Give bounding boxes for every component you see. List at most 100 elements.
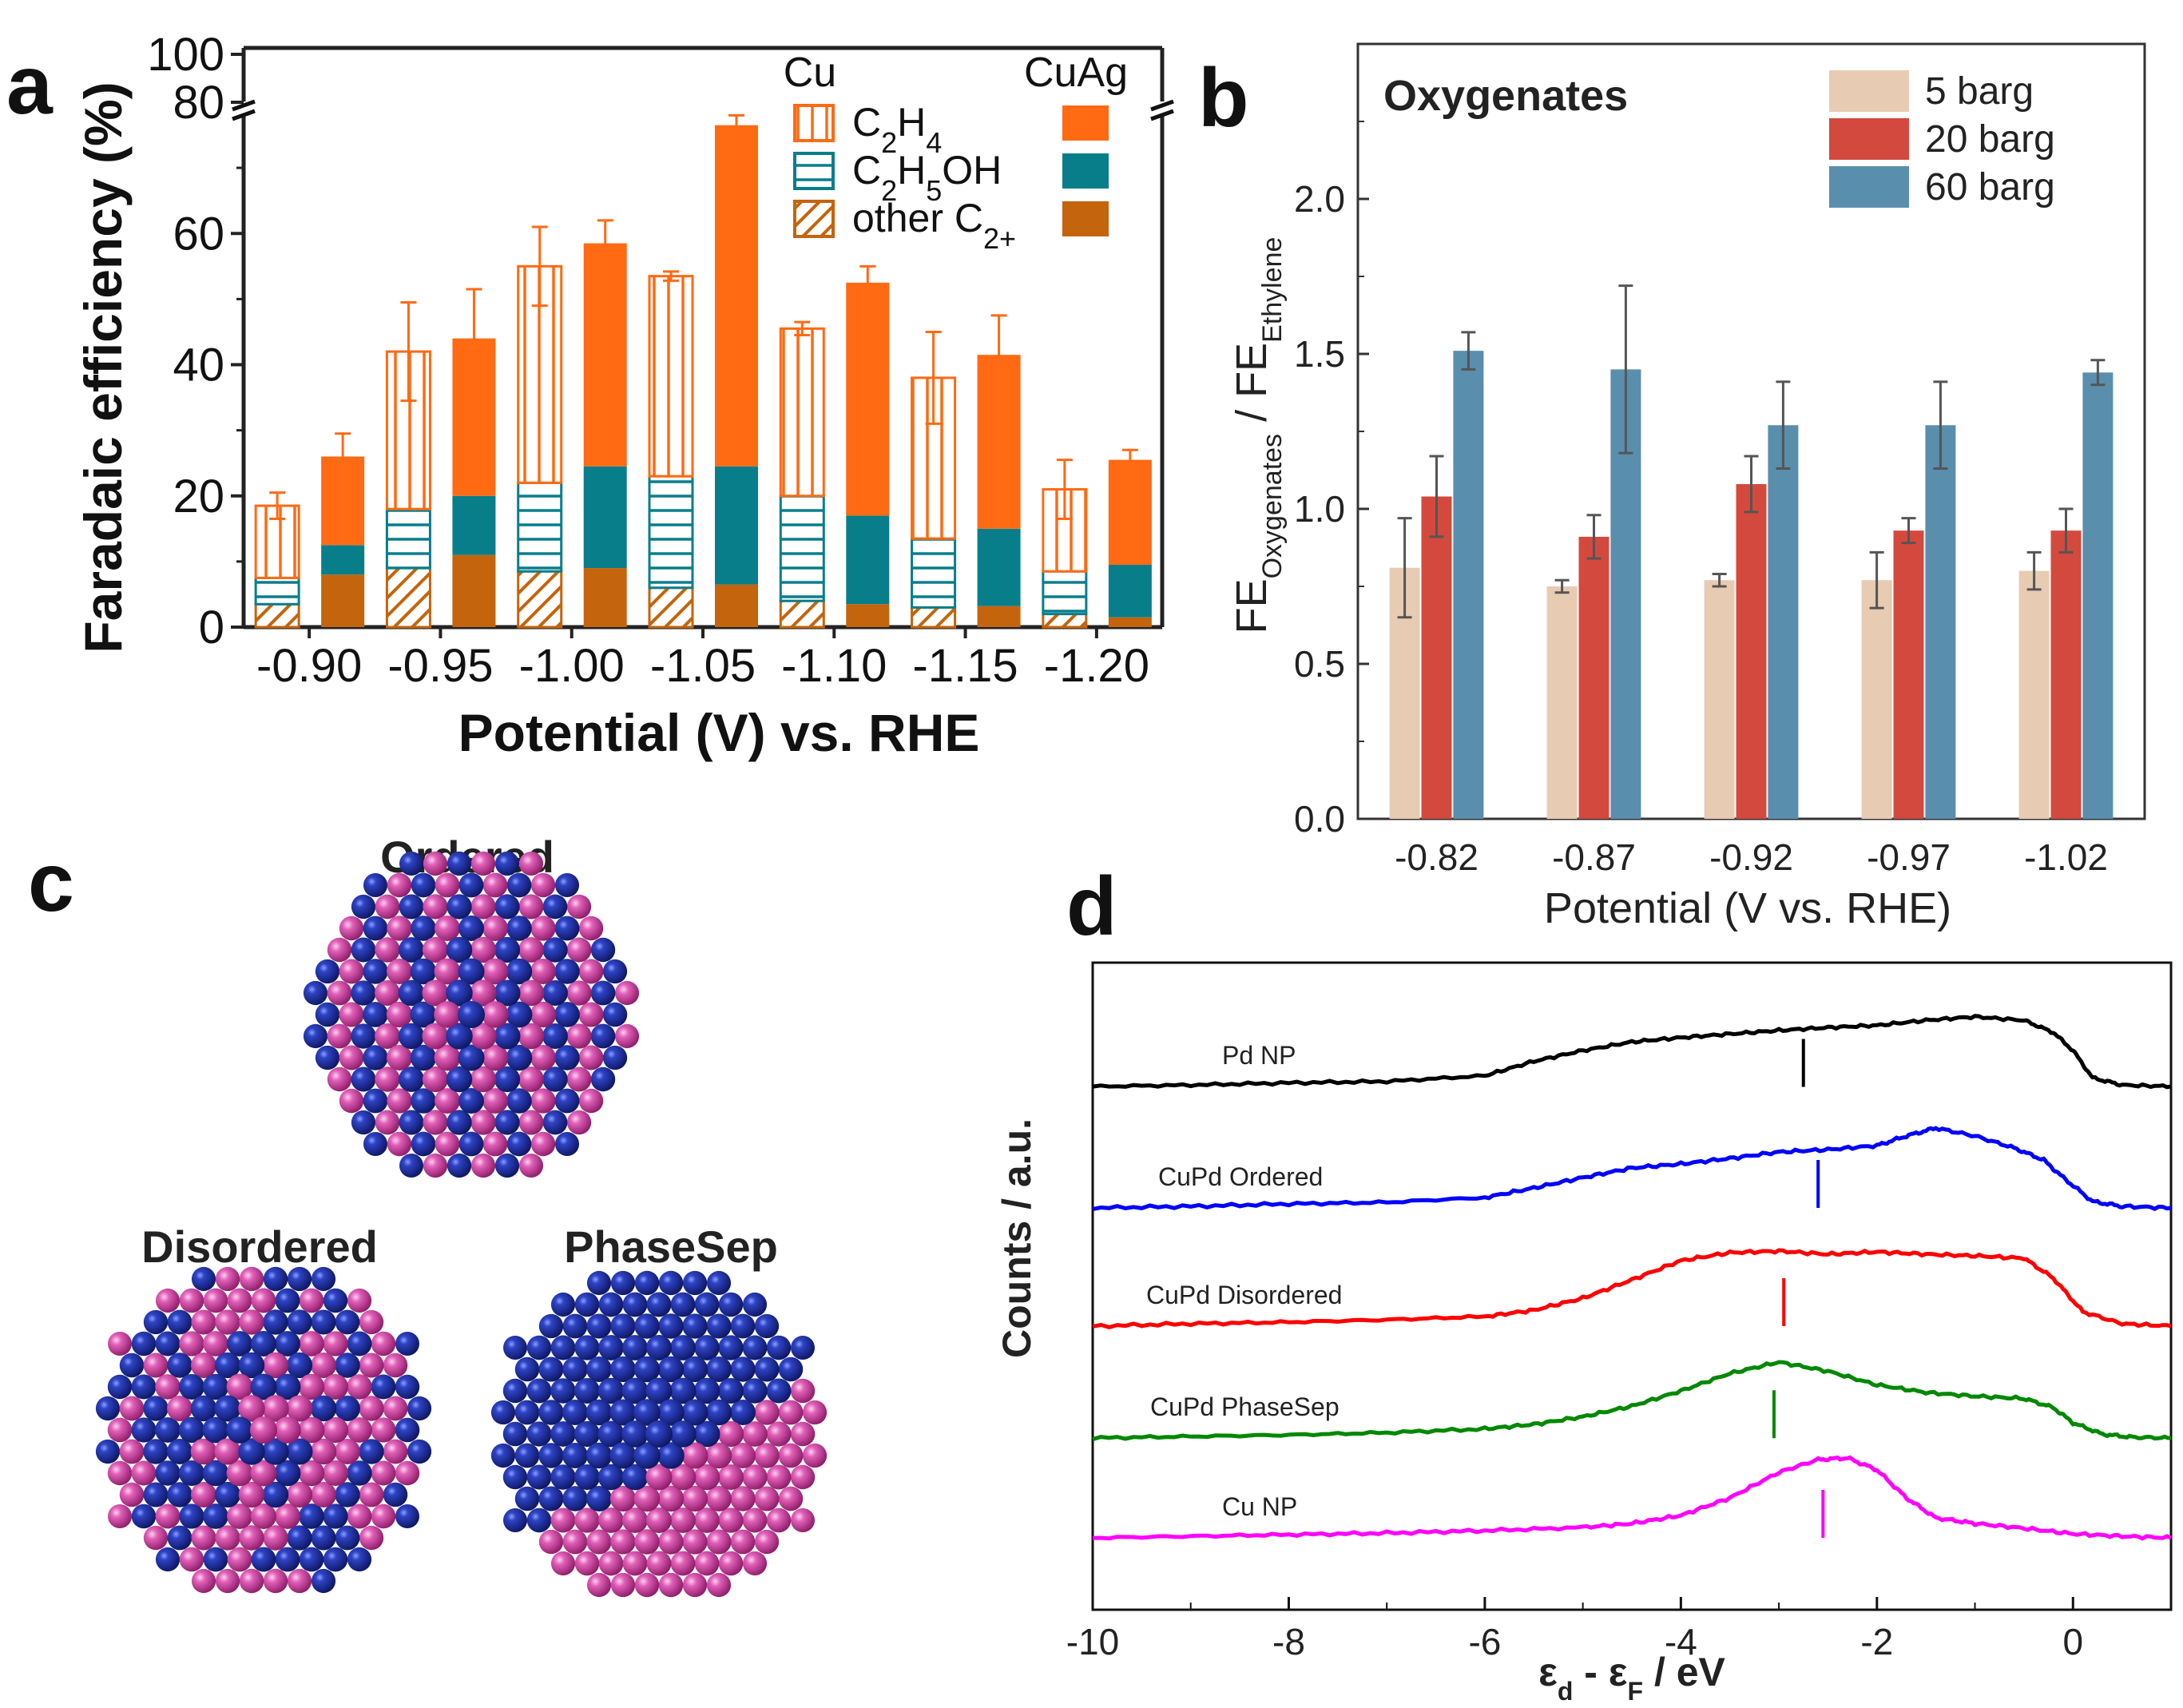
atom-cu xyxy=(590,937,616,963)
atom-pd xyxy=(107,1503,133,1529)
atom-cu xyxy=(742,1335,768,1360)
atom-pd xyxy=(298,1460,325,1487)
panel-b-xtick-label: -0.97 xyxy=(1867,836,1951,878)
atom-pd xyxy=(387,1131,412,1157)
atom-pd xyxy=(359,1352,384,1378)
panel-d-xtick-label: -8 xyxy=(1272,1621,1305,1662)
atom-cu xyxy=(310,1395,337,1422)
atom-pd xyxy=(435,872,460,898)
atom-cu xyxy=(790,1335,816,1360)
panel-a-xtick-label: -1.10 xyxy=(781,640,887,692)
atom-cu xyxy=(754,1356,780,1382)
atom-cu xyxy=(586,1356,612,1382)
atom-cu xyxy=(597,1377,625,1404)
atom-cu xyxy=(363,959,388,984)
atom-cu xyxy=(286,1438,313,1465)
atom-pd xyxy=(251,1288,276,1313)
spectrum-line-CuPd-Disordered xyxy=(1092,1248,2172,1329)
atom-cu xyxy=(574,1335,600,1360)
bar-cuag-other-c2plus xyxy=(583,568,627,627)
atom-pd xyxy=(191,1352,216,1378)
atom-cu xyxy=(506,916,532,941)
atom-cu xyxy=(602,1002,628,1027)
atom-cu xyxy=(705,1399,732,1426)
atom-cu xyxy=(347,1331,372,1356)
atom-pd xyxy=(395,1460,420,1486)
atom-cu xyxy=(609,1442,637,1469)
atom-cu xyxy=(363,916,388,941)
atom-cu xyxy=(597,1420,625,1448)
atom-pd xyxy=(327,1067,352,1092)
atom-cu xyxy=(681,1356,708,1383)
atom-cu xyxy=(143,1482,169,1507)
atom-pd xyxy=(422,979,449,1007)
atom-pd xyxy=(694,1507,720,1533)
atom-cu xyxy=(494,851,520,876)
atom-pd xyxy=(470,1110,496,1135)
atom-cu xyxy=(681,1399,708,1426)
atom-cu xyxy=(458,958,485,985)
atom-cu xyxy=(399,1067,424,1092)
atom-pd xyxy=(470,1066,497,1093)
atom-cu xyxy=(347,1460,372,1486)
atom-cu xyxy=(167,1352,193,1378)
atom-pd xyxy=(682,1572,708,1598)
atom-pd xyxy=(387,872,412,898)
atom-cu xyxy=(131,1374,157,1400)
atom-pd xyxy=(610,1529,636,1555)
atom-pd xyxy=(143,1525,169,1551)
panel-a-xtick-label: -1.00 xyxy=(519,640,625,692)
atom-cu xyxy=(585,1399,613,1426)
atom-pd xyxy=(274,1416,301,1444)
atom-cu xyxy=(143,1396,169,1421)
atom-pd xyxy=(286,1395,313,1422)
atom-cu xyxy=(542,1110,568,1135)
atom-cu xyxy=(227,1331,252,1356)
atom-pd xyxy=(614,980,640,1006)
atom-pd xyxy=(566,1110,592,1135)
spectrum-line-CuPd-PhaseSep xyxy=(1092,1360,2172,1441)
atom-cu xyxy=(299,1547,324,1572)
atom-cu xyxy=(669,1420,697,1448)
atom-pd xyxy=(215,1266,240,1292)
spectrum-line-Cu-NP xyxy=(1092,1455,2172,1541)
np-title-phasesep: PhaseSep xyxy=(564,1221,778,1272)
atom-cu xyxy=(542,1023,568,1049)
atom-cu xyxy=(550,1292,576,1317)
np-title-disordered: Disordered xyxy=(141,1221,378,1272)
atom-cu xyxy=(131,1331,157,1356)
atom-pd xyxy=(574,1507,600,1533)
panel-b-ytick-label: 2.0 xyxy=(1294,178,1345,220)
panel-d-ylabel: Counts / a.u. xyxy=(994,1118,1039,1358)
panel-b-xlabel: Potential (V vs. RHE) xyxy=(1544,884,1951,932)
atom-pd xyxy=(375,894,400,920)
atom-pd xyxy=(215,1309,240,1335)
atom-cu xyxy=(633,1399,661,1426)
atom-cu xyxy=(562,1313,588,1339)
bar-cu-other-c2plus xyxy=(779,599,825,629)
atom-cu xyxy=(554,1131,580,1157)
nanoparticle-ordered xyxy=(303,851,640,1178)
atom-cu xyxy=(447,1153,472,1178)
atom-pd xyxy=(375,1023,400,1049)
atom-cu xyxy=(458,1001,485,1028)
atom-pd xyxy=(566,937,592,963)
atom-pd xyxy=(578,1002,604,1027)
atom-pd xyxy=(239,1525,264,1551)
bar-cuag-c2h5oh xyxy=(846,515,890,605)
atom-cu xyxy=(458,1044,485,1071)
atom-cu xyxy=(514,1356,540,1382)
atom-pd xyxy=(518,937,544,963)
bar-cuag-c2h5oh xyxy=(977,528,1021,606)
atom-pd xyxy=(335,1439,360,1464)
atom-pd xyxy=(730,1529,756,1555)
bar-5-barg xyxy=(1861,580,1892,819)
atom-cu xyxy=(131,1417,157,1443)
bar-60-barg xyxy=(1768,425,1799,819)
panel-b-title: Oxygenates xyxy=(1383,72,1628,120)
atom-cu xyxy=(669,1377,697,1404)
atom-cu xyxy=(202,1373,229,1400)
atom-cu xyxy=(311,1266,336,1292)
atom-cu xyxy=(447,1110,472,1135)
atom-pd xyxy=(682,1529,708,1555)
